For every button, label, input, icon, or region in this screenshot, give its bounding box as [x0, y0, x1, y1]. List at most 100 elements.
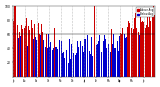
Bar [69, 39, 70, 77]
Bar [118, 51, 119, 77]
Bar [101, 52, 102, 77]
Bar [92, 56, 93, 77]
Bar [76, 53, 77, 77]
Bar [66, 50, 67, 77]
Bar [38, 23, 39, 77]
Bar [110, 52, 111, 77]
Bar [14, 6, 15, 77]
Bar [71, 44, 72, 77]
Bar [61, 41, 62, 77]
Bar [152, 16, 153, 77]
Bar [140, 15, 141, 77]
Bar [45, 47, 46, 77]
Bar [89, 51, 90, 77]
Bar [26, 18, 27, 77]
Bar [108, 44, 109, 77]
Bar [19, 32, 20, 77]
Bar [138, 32, 139, 77]
Bar [131, 28, 132, 77]
Bar [63, 52, 64, 77]
Bar [53, 48, 54, 77]
Bar [79, 53, 80, 77]
Bar [90, 54, 91, 77]
Bar [148, 27, 149, 77]
Bar [57, 49, 58, 77]
Bar [115, 48, 116, 77]
Bar [124, 34, 125, 77]
Bar [94, 6, 95, 77]
Bar [136, 28, 137, 77]
Bar [44, 38, 45, 77]
Bar [34, 24, 35, 77]
Bar [98, 41, 99, 77]
Bar [105, 39, 106, 77]
Bar [31, 20, 32, 77]
Bar [119, 36, 120, 77]
Bar [43, 40, 44, 77]
Bar [132, 33, 133, 77]
Bar [96, 45, 97, 77]
Bar [104, 35, 105, 77]
Bar [25, 26, 26, 77]
Bar [49, 48, 50, 77]
Bar [70, 59, 71, 77]
Bar [40, 35, 41, 77]
Bar [13, 21, 14, 77]
Bar [24, 28, 25, 77]
Bar [59, 40, 60, 77]
Bar [117, 41, 118, 77]
Bar [52, 50, 53, 77]
Bar [51, 45, 52, 77]
Bar [88, 41, 89, 77]
Bar [143, 22, 144, 77]
Bar [129, 23, 130, 77]
Bar [126, 37, 127, 77]
Bar [29, 30, 30, 77]
Bar [154, 15, 155, 77]
Bar [135, 13, 136, 77]
Bar [120, 33, 121, 77]
Bar [20, 36, 21, 77]
Bar [99, 35, 100, 77]
Bar [91, 37, 92, 77]
Bar [141, 22, 142, 77]
Bar [87, 35, 88, 77]
Bar [86, 52, 87, 77]
Bar [36, 40, 37, 77]
Bar [41, 24, 42, 77]
Bar [113, 34, 114, 77]
Bar [116, 21, 117, 77]
Bar [80, 41, 81, 77]
Bar [82, 46, 83, 77]
Bar [32, 28, 33, 77]
Bar [60, 33, 61, 77]
Bar [23, 35, 24, 77]
Legend: Above Avg, Below Avg: Above Avg, Below Avg [136, 7, 154, 17]
Bar [78, 47, 79, 77]
Bar [27, 46, 28, 77]
Bar [103, 41, 104, 77]
Bar [33, 39, 34, 77]
Bar [75, 55, 76, 77]
Bar [145, 28, 146, 77]
Bar [127, 27, 128, 77]
Bar [150, 21, 151, 77]
Bar [68, 63, 69, 77]
Bar [122, 28, 123, 77]
Bar [85, 39, 86, 77]
Bar [134, 18, 135, 77]
Bar [16, 15, 17, 77]
Bar [73, 53, 74, 77]
Bar [22, 29, 23, 77]
Bar [17, 25, 18, 77]
Bar [147, 17, 148, 77]
Bar [151, 29, 152, 77]
Bar [125, 38, 126, 77]
Bar [50, 42, 51, 77]
Bar [153, 6, 154, 77]
Bar [62, 53, 63, 77]
Bar [54, 28, 55, 77]
Bar [123, 46, 124, 77]
Bar [42, 32, 43, 77]
Bar [144, 16, 145, 77]
